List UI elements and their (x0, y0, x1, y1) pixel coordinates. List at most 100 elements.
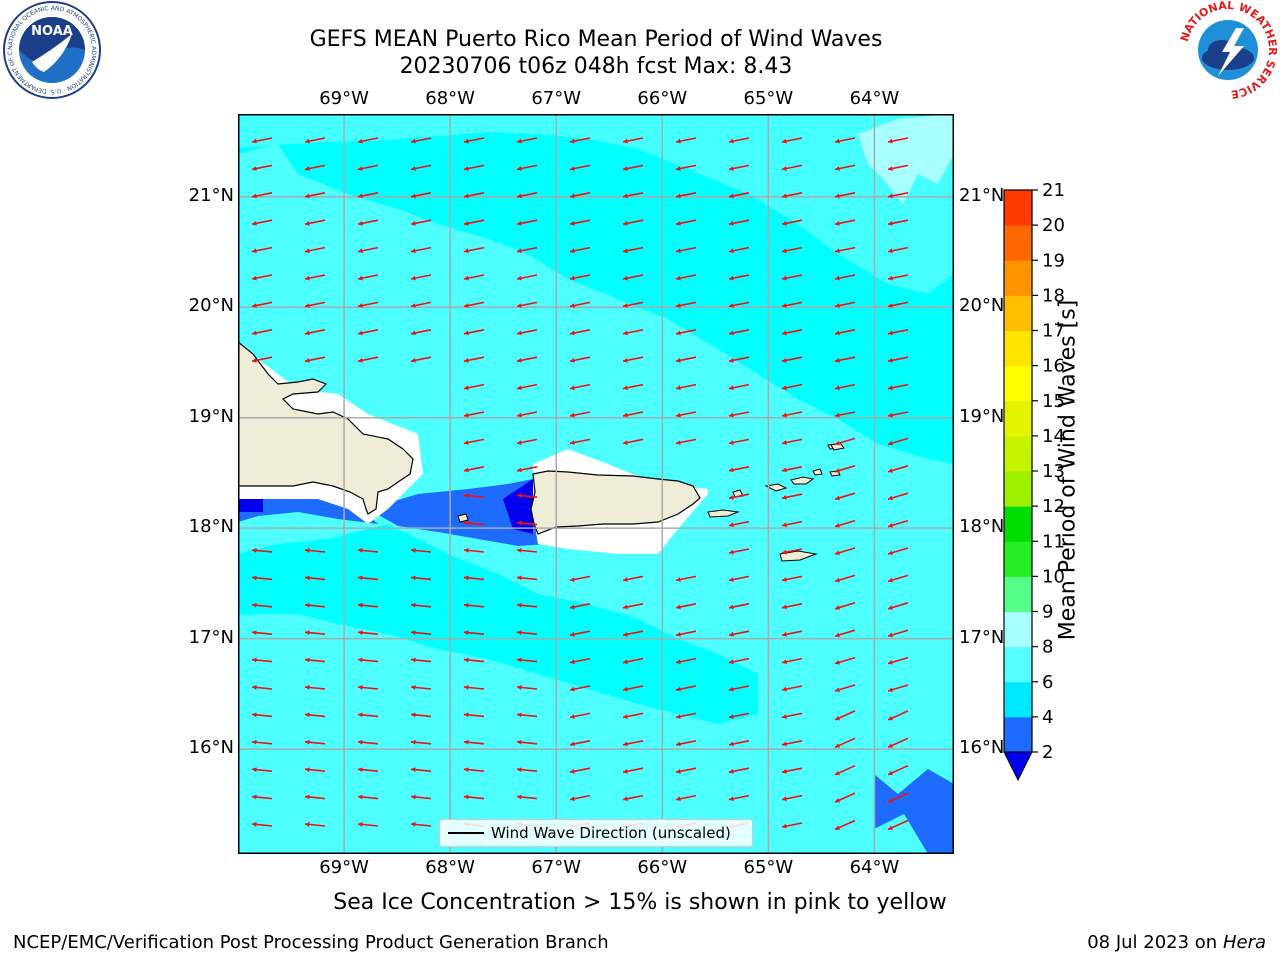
wave-direction-arrowhead (517, 138, 522, 144)
wave-direction-arrowhead (252, 220, 257, 226)
wave-direction-arrowhead (570, 193, 575, 199)
wave-direction-arrowhead (835, 825, 840, 830)
colorbar-tick-label: 6 (1042, 672, 1053, 693)
wave-direction-arrowhead (782, 823, 787, 829)
wave-direction-arrowhead (888, 770, 893, 776)
wave-direction-arrowhead (464, 193, 469, 199)
wave-direction-arrowhead (676, 577, 681, 582)
axis-tick-label: 67°W (531, 88, 582, 109)
wave-direction-arrowhead (676, 796, 681, 802)
colorbar-tick-label: 9 (1042, 602, 1053, 623)
wave-direction-arrowhead (517, 303, 522, 308)
colorbar-tick-label: 13 (1042, 461, 1065, 482)
wave-direction-arrowhead (305, 166, 310, 171)
wave-direction-arrowhead (411, 548, 416, 553)
colorbar-segment (1004, 435, 1032, 472)
wave-direction-arrowhead (517, 548, 522, 553)
wave-direction-arrowhead (411, 248, 416, 254)
wave-direction-arrowhead (358, 767, 363, 773)
colorbar-tick-label: 18 (1042, 285, 1065, 306)
wave-direction-arrowhead (888, 825, 893, 830)
wave-direction-arrowhead (888, 248, 893, 254)
wave-direction-arrowhead (835, 166, 840, 171)
wave-direction-arrowhead (570, 714, 575, 719)
wave-direction-arrowhead (570, 138, 575, 144)
wave-direction-arrowhead (623, 138, 628, 144)
virgin-islands (764, 483, 788, 492)
wave-direction-arrowhead (729, 796, 734, 802)
wave-direction-arrowhead (570, 166, 575, 171)
wave-direction-arrowhead (782, 796, 787, 802)
wave-direction-arrowhead (252, 630, 257, 636)
wave-direction-arrowhead (782, 741, 787, 747)
wave-direction-arrowhead (676, 385, 681, 391)
wave-direction-arrowhead (570, 631, 575, 637)
wave-direction-arrowhead (835, 275, 840, 281)
axis-tick-label: 17°N (959, 626, 1005, 648)
wave-direction-arrowhead (305, 248, 310, 254)
legend-label: Wind Wave Direction (unscaled) (491, 824, 731, 842)
wave-direction-arrowhead (305, 822, 310, 827)
colorbar-tick-label: 16 (1042, 356, 1065, 377)
wave-direction-arrowhead (252, 248, 257, 254)
wave-direction-arrowhead (623, 714, 628, 719)
wave-direction-arrowhead (411, 275, 416, 281)
wave-direction-arrowhead (464, 602, 469, 608)
wave-direction-arrowhead (623, 412, 628, 418)
wave-direction-arrowhead (888, 468, 893, 473)
wave-direction-arrowhead (517, 440, 522, 445)
wave-direction-arrowhead (782, 686, 787, 692)
axis-tick-label: 64°W (849, 88, 900, 109)
wave-direction-arrowhead (517, 330, 522, 336)
wave-direction-arrowhead (729, 659, 734, 665)
colorbar-segment (1004, 576, 1032, 612)
wave-direction-arrowhead (782, 549, 787, 555)
wave-direction-arrowhead (623, 303, 628, 308)
wave-direction-arrowhead (252, 657, 257, 663)
wave-direction-arrowhead (729, 412, 734, 418)
wave-direction-arrowhead (888, 357, 893, 363)
wave-direction-arrowhead (305, 138, 310, 144)
virgin-islands (790, 476, 815, 485)
axis-tick-label: 16°N (188, 737, 234, 759)
wave-direction-arrowhead (729, 275, 734, 281)
wave-direction-arrowhead (411, 138, 416, 144)
axis-tick-label: 21°N (188, 184, 234, 206)
wave-direction-arrowhead (835, 357, 840, 363)
wave-direction-arrowhead (623, 275, 628, 281)
wave-direction-arrowhead (676, 193, 681, 199)
wave-direction-arrowhead (358, 330, 363, 336)
wave-direction-arrowhead (570, 604, 575, 610)
period-field-6-8 (238, 614, 768, 854)
wave-direction-arrowhead (358, 275, 363, 281)
wave-direction-arrowhead (888, 440, 893, 446)
map-panel[interactable] (238, 114, 954, 854)
colorbar-tick-label: 15 (1042, 391, 1065, 412)
wave-direction-arrowhead (835, 632, 840, 638)
footer-machine: Hera (1222, 932, 1266, 953)
wave-direction-arrowhead (517, 412, 522, 418)
wave-direction-arrowhead (570, 659, 575, 665)
colorbar-segment (1004, 506, 1032, 542)
axis-tick-label: 19°N (188, 405, 234, 427)
wave-direction-arrowhead (252, 822, 257, 827)
colorbar: 21 20 19 18 17 16 15 14 13 12 11 10 9 8 6 4 2 (990, 180, 1120, 790)
wave-direction-arrowhead (835, 193, 840, 199)
puerto-rico-landmass (530, 470, 701, 535)
wave-direction-arrowhead (464, 712, 469, 718)
wave-direction-arrowhead (464, 385, 469, 391)
wave-direction-arrowhead (623, 166, 628, 171)
axis-tick-label: 19°N (959, 405, 1005, 427)
wave-direction-arrowhead (358, 822, 363, 827)
wave-direction-arrowhead (464, 767, 469, 773)
wave-direction-arrowhead (676, 659, 681, 665)
st-croix-island (779, 550, 818, 562)
wave-direction-arrowhead (358, 657, 363, 663)
wave-direction-arrowhead (623, 741, 628, 747)
wave-direction-arrowhead (729, 166, 734, 171)
wave-direction-arrowhead (835, 412, 840, 418)
wave-direction-arrowhead (782, 385, 787, 391)
wave-direction-arrowhead (464, 575, 469, 581)
wave-direction-arrowhead (835, 798, 840, 803)
wave-direction-arrowhead (835, 440, 840, 446)
